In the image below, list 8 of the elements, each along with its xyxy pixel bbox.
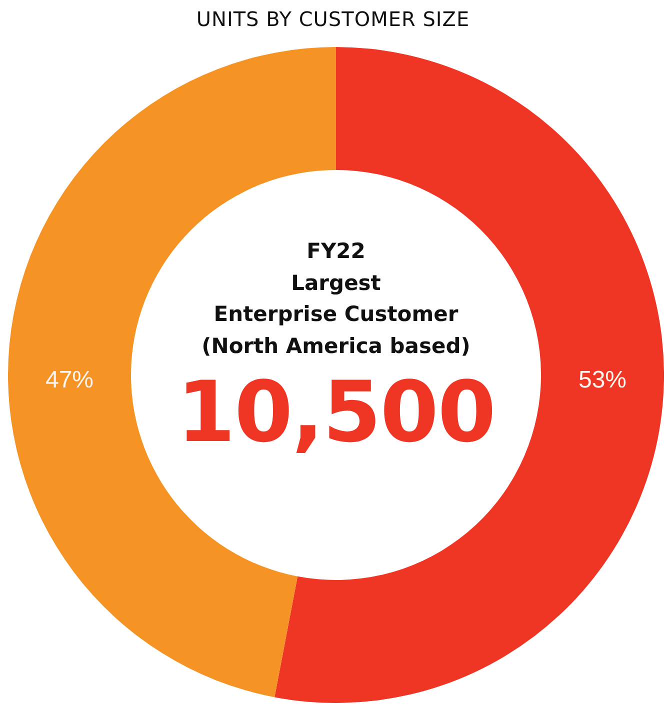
text: Largest (291, 270, 381, 296)
chart-title: UNITS BY CUSTOMER SIZE (195, 6, 471, 32)
text: (North America based) (202, 332, 470, 360)
data-label: 47% (45, 366, 94, 394)
text: 10,500 (176, 362, 496, 462)
text: Enterprise Customer (214, 301, 458, 328)
text: FY22 (306, 238, 366, 265)
data-label: 53% (578, 366, 627, 394)
